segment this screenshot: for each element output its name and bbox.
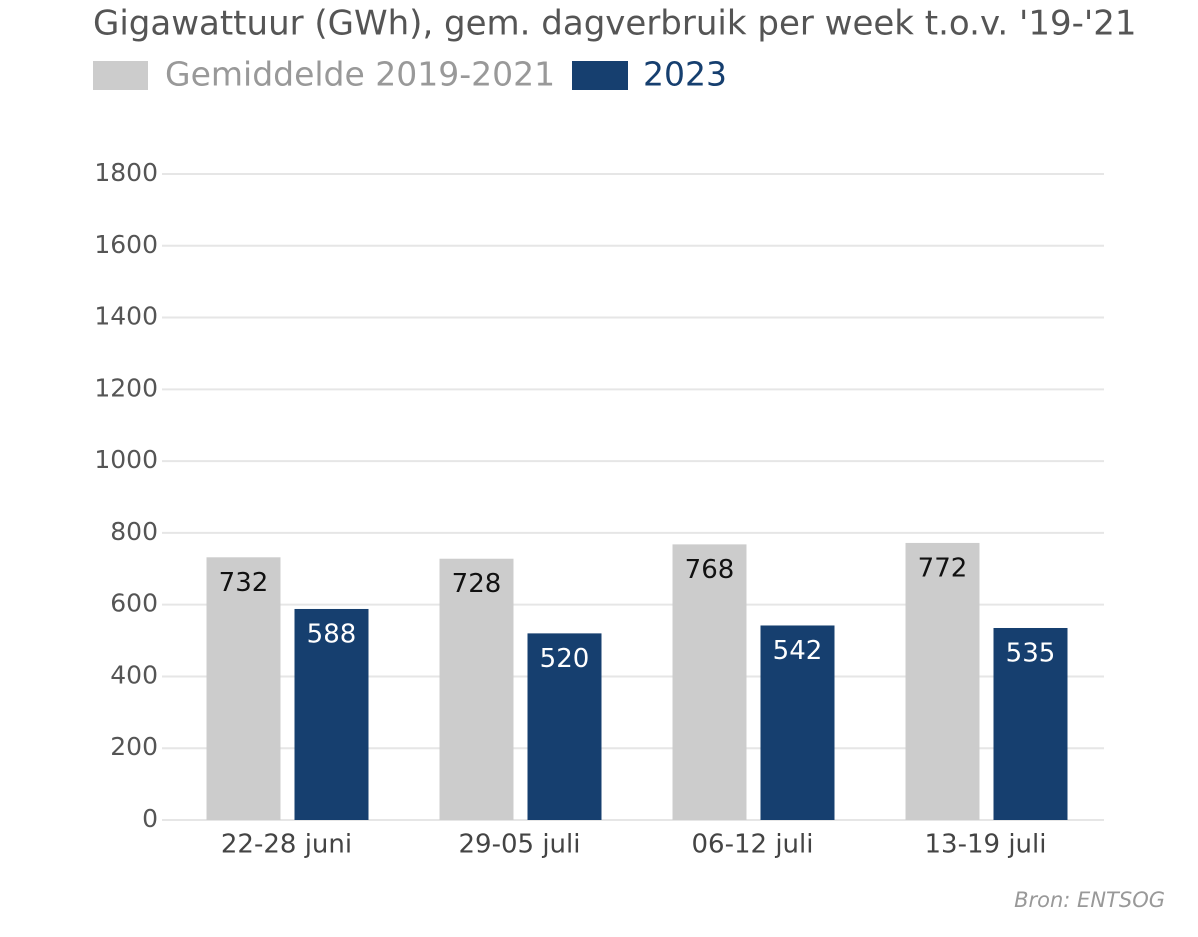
data-label: 588 [307,619,357,649]
y-tick-label: 400 [110,660,158,689]
bar [439,558,514,820]
legend-label: 2023 [643,55,727,94]
data-label: 772 [918,553,968,583]
bar [905,542,980,820]
bar [527,633,602,820]
x-tick-label: 29-05 juli [459,830,581,860]
legend-label: Gemiddelde 2019-2021 [165,55,555,94]
y-tick-label: 1800 [94,158,158,187]
y-tick-label: 1000 [94,445,158,474]
y-tick-label: 0 [142,804,158,833]
source: Bron: ENTSOG [1014,888,1165,912]
bar [206,557,281,820]
chart-title: Gigawattuur (GWh), gem. dagverbruik per … [93,4,1137,44]
y-tick-label: 1200 [94,373,158,402]
data-label: 768 [685,555,735,585]
bar [760,625,835,820]
data-label: 542 [773,636,823,666]
y-tick-label: 800 [110,517,158,546]
data-label: 535 [1006,638,1056,668]
data-label: 728 [452,569,502,599]
bar [294,608,369,820]
data-label: 732 [219,568,269,598]
y-tick-label: 1400 [94,302,158,331]
x-tick-label: 13-19 juli [925,830,1047,860]
x-tick-label: 22-28 juni [221,830,352,860]
legend-swatch [93,61,148,90]
data-label: 520 [540,644,590,674]
y-tick-label: 1600 [94,230,158,259]
bar [672,544,747,820]
y-tick-label: 200 [110,732,158,761]
x-tick-label: 06-12 juli [692,830,814,860]
y-tick-label: 600 [110,589,158,618]
bar [993,627,1068,820]
legend-swatch [572,61,628,90]
